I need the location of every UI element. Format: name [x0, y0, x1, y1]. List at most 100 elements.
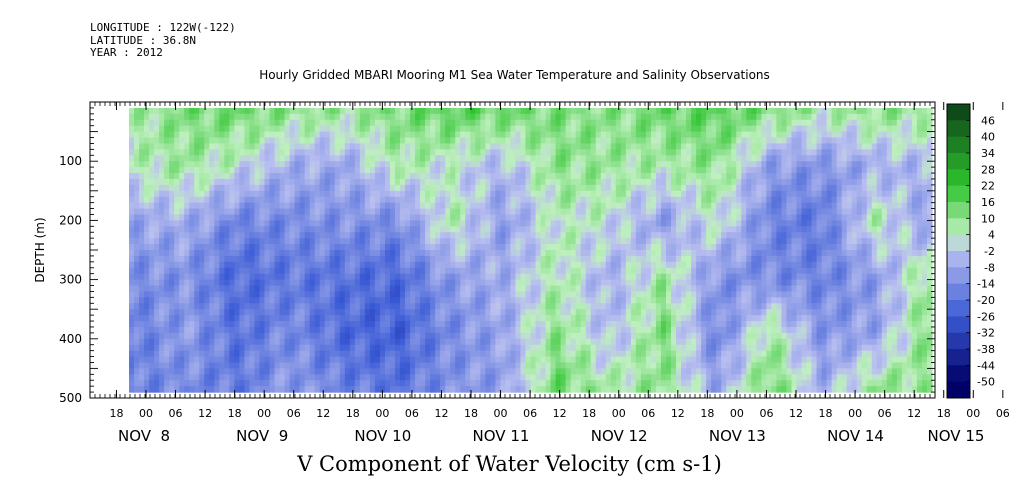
heatmap-cell	[430, 161, 436, 168]
heatmap-cell	[144, 178, 150, 186]
heatmap-cell	[560, 297, 567, 304]
heatmap-cell	[525, 167, 532, 174]
heatmap-cell	[540, 184, 547, 192]
heatmap-cell	[520, 173, 527, 180]
heatmap-cell	[625, 326, 632, 334]
heatmap-cell	[219, 338, 225, 346]
heatmap-cell	[515, 368, 522, 375]
heatmap-cell	[344, 303, 351, 310]
heatmap-cell	[470, 214, 476, 221]
heatmap-cell	[625, 208, 632, 216]
heatmap-cell	[525, 267, 532, 275]
heatmap-cell	[530, 214, 537, 221]
heatmap-cell	[269, 178, 276, 186]
heatmap-cell	[239, 238, 246, 245]
heatmap-cell	[304, 220, 311, 227]
heatmap-cell	[329, 279, 336, 287]
heatmap-cell	[475, 232, 481, 239]
heatmap-cell	[359, 155, 366, 162]
heatmap-cell	[640, 208, 647, 216]
heatmap-cell	[309, 167, 316, 174]
heatmap-cell	[329, 178, 336, 186]
heatmap-cell	[174, 238, 180, 245]
heatmap-cell	[605, 202, 612, 210]
heatmap-cell	[400, 226, 406, 233]
heatmap-cell	[520, 131, 527, 139]
heatmap-cell	[214, 279, 220, 287]
heatmap-cell	[585, 303, 592, 310]
heatmap-cell	[470, 155, 476, 162]
heatmap-cell	[279, 332, 286, 340]
heatmap-cell	[555, 155, 562, 162]
heatmap-cell	[184, 131, 190, 139]
heatmap-cell	[209, 285, 215, 293]
heatmap-cell	[174, 196, 180, 204]
heatmap-cell	[530, 125, 537, 133]
heatmap-cell	[630, 386, 637, 393]
heatmap-cell	[495, 155, 501, 162]
heatmap-cell	[209, 214, 215, 221]
heatmap-cell	[364, 190, 371, 198]
heatmap-cell	[394, 255, 401, 263]
heatmap-cell	[259, 380, 266, 387]
heatmap-cell	[299, 232, 306, 239]
heatmap-cell	[625, 303, 632, 310]
heatmap-cell	[129, 214, 135, 221]
heatmap-cell	[179, 184, 185, 192]
heatmap-cell	[259, 386, 266, 393]
heatmap-cell	[379, 332, 386, 340]
heatmap-cell	[144, 332, 150, 340]
heatmap-cell	[309, 261, 316, 269]
heatmap-cell	[610, 190, 617, 198]
heatmap-cell	[364, 131, 371, 139]
heatmap-cell	[540, 356, 547, 364]
heatmap-cell	[149, 161, 155, 168]
heatmap-cell	[349, 190, 356, 198]
heatmap-cell	[495, 220, 501, 227]
heatmap-cell	[555, 173, 562, 180]
heatmap-cell	[309, 161, 316, 168]
heatmap-cell	[134, 202, 140, 210]
heatmap-cell	[169, 232, 175, 239]
heatmap-cell	[269, 125, 276, 133]
heatmap-cell	[490, 321, 496, 328]
heatmap-cell	[274, 285, 281, 293]
heatmap-cell	[194, 232, 200, 239]
heatmap-cell	[194, 184, 200, 192]
heatmap-cell	[405, 386, 411, 393]
heatmap-cell	[199, 350, 205, 358]
heatmap-cell	[179, 380, 185, 387]
heatmap-cell	[435, 173, 441, 180]
heatmap-cell	[309, 338, 316, 346]
heatmap-cell	[234, 362, 241, 369]
heatmap-cell	[199, 119, 205, 127]
heatmap-cell	[209, 321, 215, 328]
heatmap-cell	[139, 250, 145, 257]
heatmap-cell	[389, 155, 396, 162]
heatmap-cell	[219, 267, 225, 275]
heatmap-cell	[394, 250, 401, 257]
heatmap-cell	[605, 267, 612, 275]
heatmap-cell	[294, 208, 301, 216]
heatmap-cell	[515, 137, 522, 145]
heatmap-cell	[269, 332, 276, 340]
heatmap-cell	[384, 315, 391, 322]
heatmap-cell	[179, 326, 185, 334]
heatmap-cell	[339, 303, 346, 310]
heatmap-cell	[299, 131, 306, 139]
heatmap-cell	[565, 344, 572, 352]
heatmap-cell	[550, 173, 557, 180]
heatmap-cell	[440, 244, 446, 251]
heatmap-cell	[595, 368, 602, 375]
heatmap-cell	[625, 214, 632, 221]
heatmap-cell	[274, 238, 281, 245]
heatmap-cell	[129, 226, 135, 233]
heatmap-cell	[630, 321, 637, 328]
heatmap-cell	[520, 143, 527, 150]
heatmap-cell	[585, 184, 592, 192]
heatmap-cell	[304, 374, 311, 381]
heatmap-cell	[420, 297, 426, 304]
heatmap-cell	[314, 344, 321, 352]
heatmap-cell	[359, 368, 366, 375]
heatmap-cell	[470, 255, 476, 263]
